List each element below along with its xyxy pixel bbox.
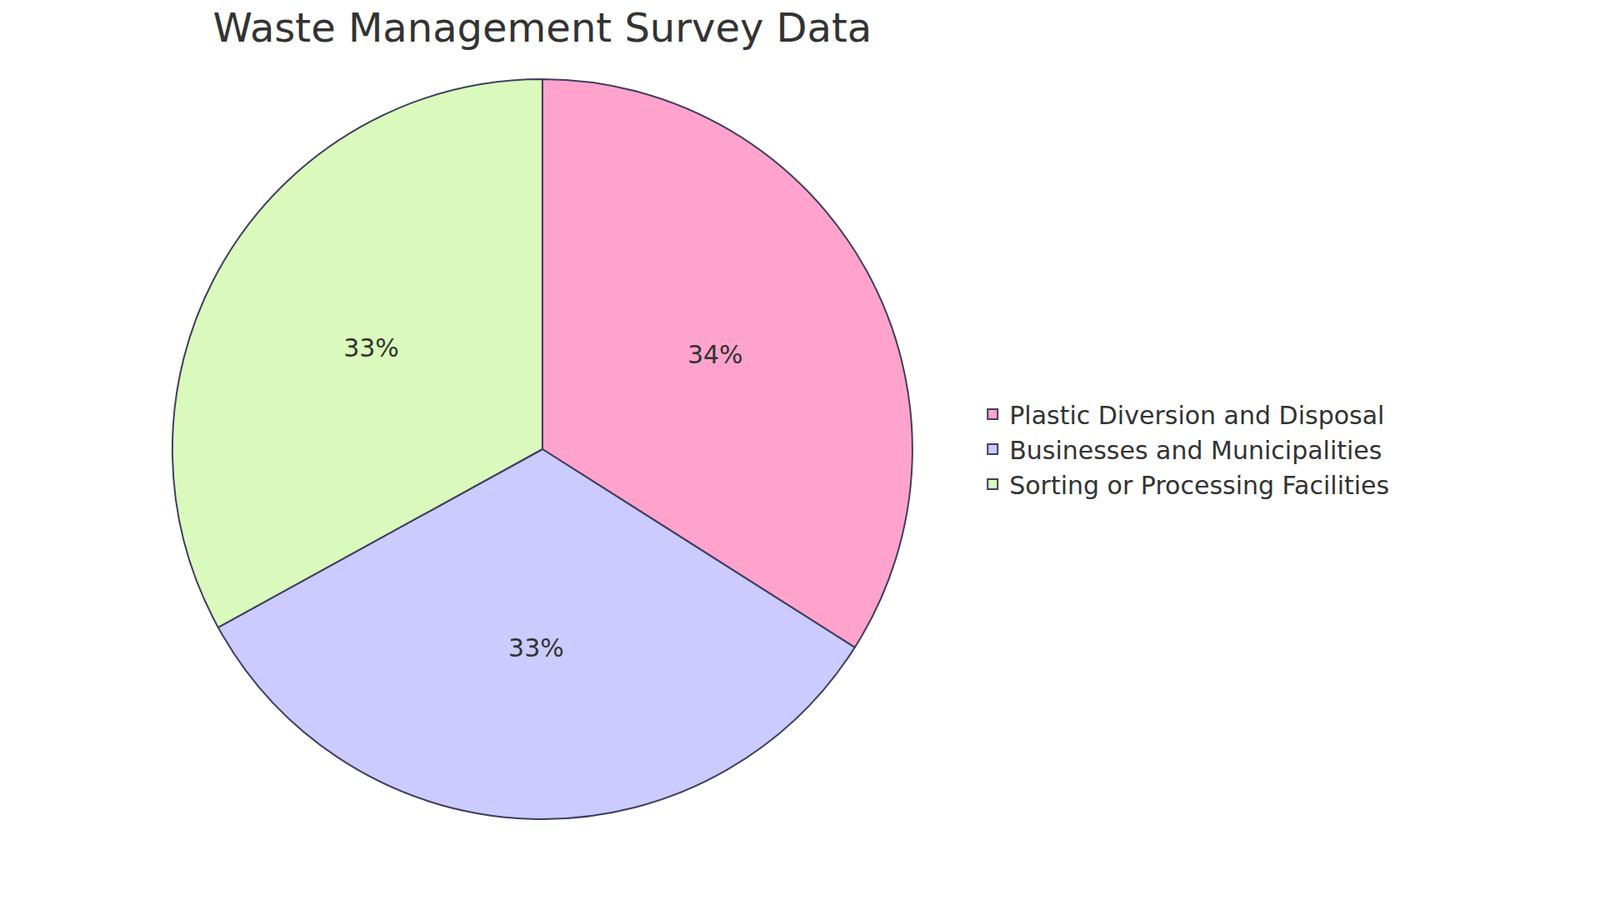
svg-text:Businesses and Municipalities: Businesses and Municipalities (1009, 435, 1382, 465)
svg-text:Waste Management Survey Data: Waste Management Survey Data (213, 4, 873, 51)
svg-text:Sorting or Processing Faciliti: Sorting or Processing Facilities (1009, 470, 1390, 500)
svg-text:33%: 33% (343, 333, 400, 363)
svg-text:33%: 33% (508, 633, 565, 663)
svg-text:Plastic Diversion and Disposal: Plastic Diversion and Disposal (1009, 400, 1385, 430)
svg-text:34%: 34% (687, 340, 744, 370)
